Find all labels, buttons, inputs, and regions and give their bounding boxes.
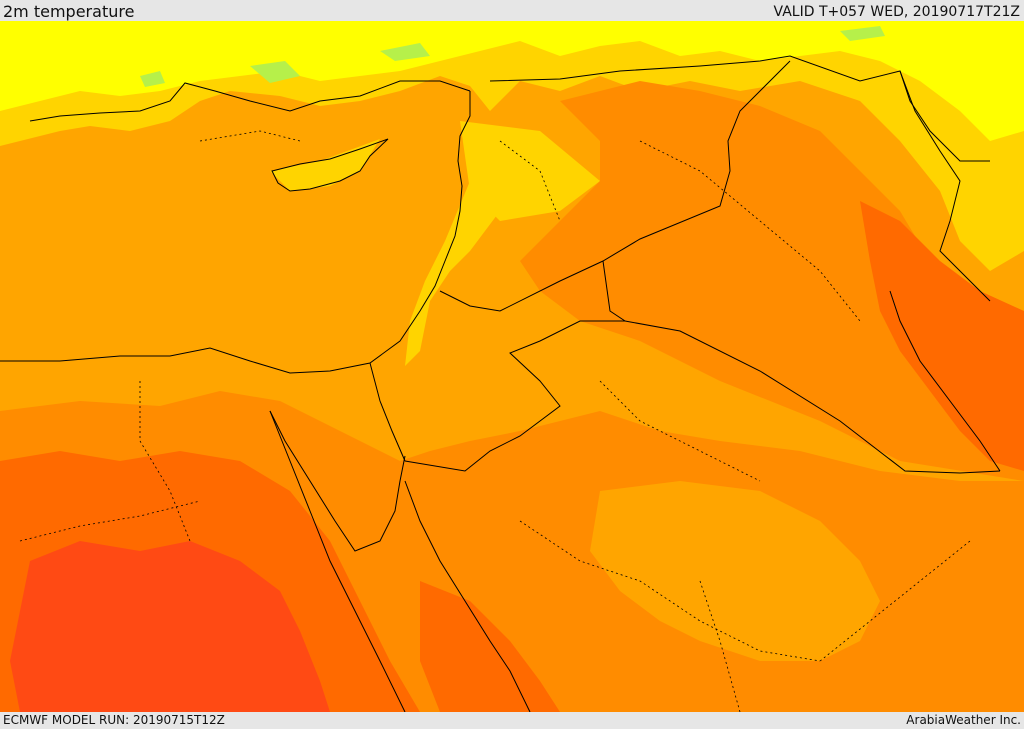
field-green-patch	[380, 43, 430, 61]
field-green-patch	[840, 26, 885, 41]
border-jordan-iraq	[404, 260, 627, 472]
internal-boundaries	[19, 130, 971, 712]
field-red-egypt	[10, 541, 330, 712]
coastline-redsea	[269, 410, 406, 712]
field-yellow-levant	[405, 181, 500, 366]
border-egypt-israel	[369, 362, 406, 462]
cyprus-island	[271, 138, 389, 192]
model-run: ECMWF MODEL RUN: 20190715T12Z	[3, 713, 225, 727]
border-syria-iraq	[489, 55, 990, 162]
coastline-gulf	[889, 290, 1001, 472]
field-green-patch	[250, 61, 300, 83]
field-yellow-mesopotamia	[460, 121, 600, 221]
map-title: 2m temperature	[3, 2, 135, 21]
field-lightorange-saudi	[590, 481, 880, 661]
credit-label: ArabiaWeather Inc.	[906, 713, 1021, 727]
field-orange-syria	[520, 81, 1024, 481]
field-green-patch	[140, 71, 165, 87]
border-syria-jordan	[439, 60, 791, 312]
coastline-arabia	[404, 480, 531, 712]
coastline-turkey	[29, 80, 471, 122]
header-bar: 2m temperature VALID T+057 WED, 20190717…	[0, 0, 1024, 21]
border-iraq-iran	[899, 70, 991, 302]
border-iraq-saudi	[624, 320, 1001, 474]
coastline-suez	[269, 410, 406, 552]
valid-time: VALID T+057 WED, 20190717T21Z	[773, 4, 1020, 20]
field-darkorange-iraq	[860, 201, 1024, 471]
coastline-mediterranean	[0, 91, 471, 374]
footer-bar: ECMWF MODEL RUN: 20190715T12Z ArabiaWeat…	[0, 712, 1024, 729]
temperature-map	[0, 21, 1024, 712]
field-yellow-bright	[0, 21, 1024, 141]
field-darkorange-arabia	[420, 581, 560, 712]
